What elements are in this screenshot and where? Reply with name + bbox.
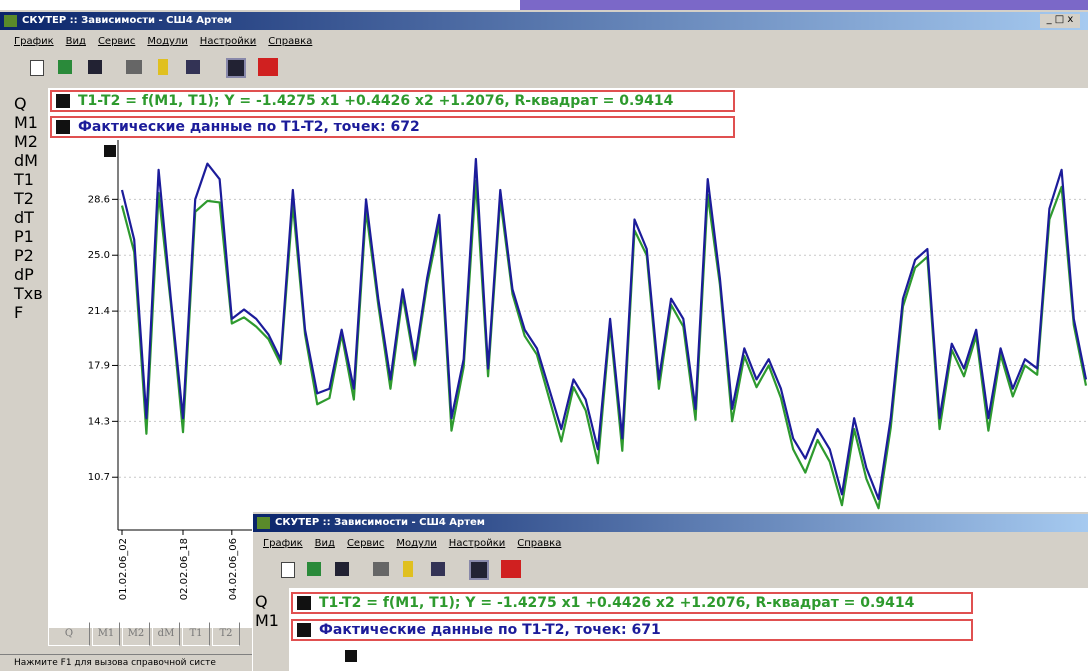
window-buttons[interactable]: _ □ x <box>1040 14 1080 28</box>
tab[interactable]: dM <box>152 622 180 646</box>
side-panel: Q M1 M2 dM T1 T2 dT P1 P2 dP Тхв F <box>14 94 46 534</box>
legend-text: T1-T2 = f(M1, T1); Y = -1.4275 x1 +0.442… <box>319 595 915 611</box>
y-tick-label: 28.6 <box>88 194 110 205</box>
side-panel: Q M1 <box>255 592 287 671</box>
menu-item[interactable]: Вид <box>65 36 86 47</box>
side-button[interactable]: M1 <box>255 611 279 630</box>
new-icon[interactable] <box>281 562 295 578</box>
side-button[interactable]: M2 <box>14 132 38 151</box>
window-title: СКУТЕР :: Зависимости - СШ4 Артем <box>22 15 232 26</box>
side-button[interactable]: F <box>14 303 24 322</box>
menu-item[interactable]: Сервис <box>97 36 136 47</box>
side-button[interactable]: Q <box>255 592 268 611</box>
tab[interactable]: T2 <box>212 622 240 646</box>
toolbar <box>28 56 288 82</box>
y-tick-label: 21.4 <box>88 306 110 317</box>
legend-icon <box>297 623 311 637</box>
legend-icon <box>56 120 70 134</box>
tab[interactable]: T1 <box>182 622 210 646</box>
menu-item[interactable]: Справка <box>517 538 562 549</box>
side-button[interactable]: P2 <box>14 246 34 265</box>
save-icon[interactable] <box>88 60 102 74</box>
desktop <box>0 0 520 10</box>
table-icon[interactable] <box>226 58 246 78</box>
window-title: СКУТЕР :: Зависимости - СШ4 Артем <box>275 517 485 528</box>
title-bar: СКУТЕР :: Зависимости - СШ4 Артем <box>0 12 1088 30</box>
menu-item[interactable]: Сервис <box>346 538 385 549</box>
menu-item[interactable]: Настройки <box>199 36 257 47</box>
chart-icon[interactable] <box>501 560 521 578</box>
menu-bar: График Вид Сервис Модули Настройки Справка <box>14 36 312 47</box>
menu-item[interactable]: График <box>14 36 54 47</box>
new-icon[interactable] <box>30 60 44 76</box>
y-tick-label: 14.3 <box>88 416 110 427</box>
series-line <box>120 157 1088 501</box>
legend-entry: Фактические данные по T1-T2, точек: 672 <box>50 116 735 138</box>
legend-text: T1-T2 = f(M1, T1); Y = -1.4275 x1 +0.442… <box>78 93 674 109</box>
legend-icon <box>56 94 70 108</box>
series-line <box>120 179 1088 510</box>
side-button[interactable]: P1 <box>14 227 34 246</box>
side-button[interactable]: T2 <box>14 189 34 208</box>
help-icon[interactable] <box>431 562 445 576</box>
hint-icon[interactable] <box>158 59 168 75</box>
title-bar: СКУТЕР :: Зависимости - СШ4 Артем <box>253 514 1088 532</box>
legend-entry: T1-T2 = f(M1, T1); Y = -1.4275 x1 +0.442… <box>291 592 973 614</box>
x-tick-label: 04.02.06_06 <box>228 538 239 600</box>
bottom-tabs: Q M1 M2 dM T1 T2 <box>48 622 240 646</box>
y-tick-label: 17.9 <box>88 360 110 371</box>
side-button[interactable]: M1 <box>14 113 38 132</box>
tab[interactable]: Q <box>48 622 90 646</box>
side-button[interactable]: T1 <box>14 170 34 189</box>
legend-entry: Фактические данные по T1-T2, точек: 671 <box>291 619 973 641</box>
desktop <box>520 0 1088 10</box>
side-button[interactable]: dT <box>14 208 34 227</box>
y-tick-label: 10.7 <box>88 472 110 483</box>
help-icon[interactable] <box>186 60 200 74</box>
table-icon[interactable] <box>469 560 489 580</box>
side-button[interactable]: dM <box>14 151 38 170</box>
tab[interactable]: M2 <box>122 622 150 646</box>
menu-bar: График Вид Сервис Модули Настройки Справка <box>263 538 561 549</box>
chart-icon <box>345 650 357 662</box>
print-icon[interactable] <box>373 562 389 576</box>
side-button[interactable]: dP <box>14 265 34 284</box>
menu-item[interactable]: Справка <box>268 36 313 47</box>
window: СКУТЕР :: Зависимости - СШ4 Артем График… <box>252 512 1088 671</box>
chart-icon[interactable] <box>258 58 278 76</box>
side-button[interactable]: Тхв <box>14 284 43 303</box>
x-tick-label: 01.02.06_02 <box>118 538 129 600</box>
chart-icon <box>104 145 116 157</box>
legend-text: Фактические данные по T1-T2, точек: 672 <box>78 119 420 135</box>
hint-icon[interactable] <box>403 561 413 577</box>
menu-item[interactable]: Модули <box>147 36 188 47</box>
menu-item[interactable]: График <box>263 538 303 549</box>
menu-item[interactable]: Модули <box>396 538 437 549</box>
print-icon[interactable] <box>126 60 142 74</box>
toolbar <box>279 558 539 584</box>
status-text: Нажмите F1 для вызова справочной систе <box>14 658 216 668</box>
menu-item[interactable]: Вид <box>314 538 335 549</box>
open-icon[interactable] <box>58 60 72 74</box>
legend-entry: T1-T2 = f(M1, T1); Y = -1.4275 x1 +0.442… <box>50 90 735 112</box>
y-tick-label: 25.0 <box>88 250 110 261</box>
open-icon[interactable] <box>307 562 321 576</box>
menu-item[interactable]: Настройки <box>448 538 506 549</box>
side-button[interactable]: Q <box>14 94 27 113</box>
save-icon[interactable] <box>335 562 349 576</box>
x-tick-label: 02.02.06_18 <box>179 538 190 600</box>
legend-text: Фактические данные по T1-T2, точек: 671 <box>319 622 661 638</box>
legend-icon <box>297 596 311 610</box>
tab[interactable]: M1 <box>92 622 120 646</box>
